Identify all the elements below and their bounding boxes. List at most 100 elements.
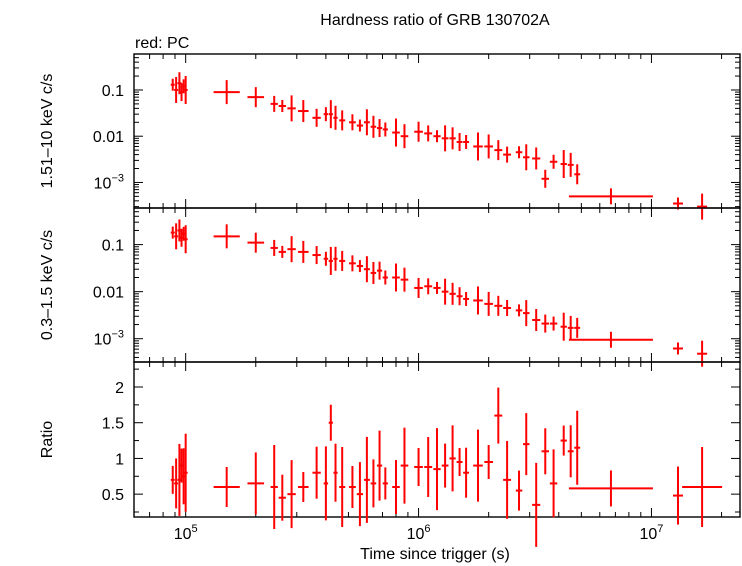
data-point <box>473 132 483 161</box>
data-point <box>567 152 574 177</box>
data-point <box>424 278 433 295</box>
y-tick-label: 0.1 <box>102 83 124 100</box>
data-point <box>349 466 356 508</box>
data-point <box>382 270 388 285</box>
data-point <box>441 443 449 488</box>
data-point <box>414 121 423 142</box>
data-point <box>463 447 470 498</box>
panel-1: 0.1 0.01 10−3 1.51–10 keV c/s <box>39 53 741 220</box>
data-point <box>463 291 470 306</box>
chart-title: Hardness ratio of GRB 130702A <box>320 12 550 29</box>
data-point <box>333 105 338 130</box>
data-point <box>298 240 309 263</box>
data-point <box>356 119 364 132</box>
data-point <box>503 440 512 519</box>
data-point <box>456 287 463 306</box>
y-tick-label: 0.5 <box>102 487 124 504</box>
data-point <box>549 316 558 331</box>
data-point <box>568 470 653 507</box>
data-point <box>515 470 523 511</box>
data-point <box>433 428 441 511</box>
data-point <box>392 460 400 514</box>
data-point <box>424 437 433 497</box>
data-point <box>414 448 423 486</box>
data-point <box>456 132 463 151</box>
data-point <box>170 465 175 494</box>
data-point <box>522 144 530 171</box>
y-axis-label: 1.51–10 keV c/s <box>39 74 56 189</box>
data-point <box>363 109 370 136</box>
data-point <box>473 286 483 315</box>
data-point <box>174 458 179 509</box>
data-point <box>328 404 333 441</box>
data-point <box>441 278 449 305</box>
data-point <box>339 250 346 271</box>
panel-3: 0.5 1 1.5 2 Ratio <box>39 361 741 547</box>
data-point <box>494 295 503 316</box>
data-point <box>463 134 470 149</box>
data-point <box>532 308 541 331</box>
data-point <box>370 459 377 508</box>
data-point <box>298 472 309 502</box>
data-point <box>183 225 188 254</box>
data-point <box>183 75 188 104</box>
data-point <box>278 100 286 113</box>
data-point <box>376 119 383 138</box>
data-point <box>213 467 240 507</box>
data-point <box>247 87 265 108</box>
data-point <box>183 433 188 512</box>
data-point <box>672 466 683 525</box>
data-point <box>328 100 333 129</box>
data-point <box>574 164 581 185</box>
data-point <box>400 267 409 292</box>
data-point <box>270 95 278 112</box>
data-point <box>541 314 550 333</box>
data-point <box>456 448 463 476</box>
data-point <box>672 342 683 355</box>
data-point <box>323 107 329 122</box>
data-point <box>449 425 456 492</box>
x-tick-label: 105 <box>174 523 198 543</box>
data-point <box>515 304 523 317</box>
data-point <box>503 146 512 163</box>
panel-frame <box>133 361 741 518</box>
data-point <box>213 224 240 249</box>
data-point <box>567 425 574 478</box>
data-point <box>287 236 296 263</box>
data-point <box>541 169 550 188</box>
data-point <box>473 429 483 502</box>
data-point <box>247 232 265 253</box>
data-point <box>370 115 377 138</box>
data-point <box>532 147 541 170</box>
data-point <box>339 110 346 131</box>
data-point <box>449 127 456 150</box>
y-axis-label: 0.3–1.5 keV c/s <box>39 230 56 340</box>
data-point <box>549 154 558 169</box>
y-tick-label: 2 <box>115 380 124 397</box>
chart-subtitle: red: PC <box>135 35 189 52</box>
data-point <box>382 122 388 137</box>
y-tick-label: 10−3 <box>94 329 124 349</box>
data-point <box>392 263 400 292</box>
data-point <box>682 447 723 527</box>
data-point <box>323 251 329 266</box>
data-point <box>270 445 278 529</box>
data-point <box>312 246 321 265</box>
y-tick-label: 1 <box>115 451 124 468</box>
data-point <box>568 331 653 348</box>
data-point <box>339 447 346 527</box>
data-point <box>356 260 364 273</box>
data-point <box>298 100 309 123</box>
data-point <box>312 446 321 499</box>
x-tick-label: 106 <box>407 523 431 543</box>
data-point <box>400 124 409 149</box>
data-point <box>370 261 377 284</box>
y-tick-label: 0.01 <box>93 129 124 146</box>
data-point <box>522 413 530 476</box>
data-point <box>356 462 364 527</box>
data-point <box>549 449 558 518</box>
data-point <box>349 255 356 272</box>
data-point <box>560 150 567 179</box>
data-point <box>170 226 175 239</box>
panel-2: 0.1 0.01 10−3 0.3–1.5 keV c/s <box>39 207 741 367</box>
